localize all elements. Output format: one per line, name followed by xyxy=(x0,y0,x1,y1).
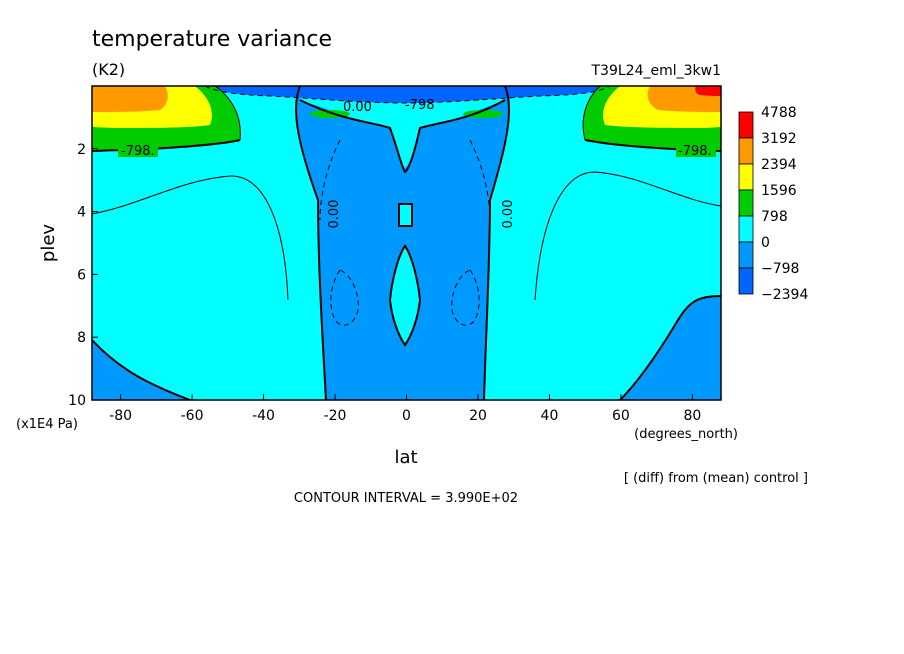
y-tick-label-2: 6 xyxy=(77,267,86,283)
colorbar-swatch-2 xyxy=(738,163,754,191)
x-axis: -80 -60 -40 -20 0 20 40 60 80 xyxy=(109,394,701,424)
x-tick-label-4: 0 xyxy=(402,408,411,424)
chart-title: temperature variance xyxy=(92,27,332,52)
contour-label-4: 0.00 xyxy=(327,200,342,229)
y-tick-label-1: 4 xyxy=(77,205,86,221)
colorbar-swatch-5 xyxy=(738,241,754,269)
green-eye-right xyxy=(463,110,503,118)
contour-label-6: -798. xyxy=(678,144,712,159)
y-axis-units: (x1E4 Pa) xyxy=(16,417,78,432)
x-tick-label-8: 80 xyxy=(683,408,701,424)
y-axis-label: plev xyxy=(38,224,59,263)
colorbar-label-2: 2394 xyxy=(761,157,797,173)
colorbar-label-7: −2394 xyxy=(761,287,808,303)
center-cyan-slot xyxy=(399,204,412,226)
colorbar-label-4: 798 xyxy=(761,209,788,225)
x-tick-label-7: 60 xyxy=(612,408,630,424)
colorbar-swatch-3 xyxy=(738,189,754,217)
chart-units: (K2) xyxy=(92,60,125,79)
center-cyan-stem xyxy=(300,86,505,172)
contour-label-2: 0.00 xyxy=(343,100,372,115)
y-tick-label-3: 8 xyxy=(77,330,86,346)
bottom-left-blue xyxy=(92,340,190,400)
x-tick-label-0: -80 xyxy=(109,408,132,424)
colorbar-label-5: 0 xyxy=(761,235,770,251)
contour-field: -798. 0.00 -798 0.00 0.00 -798. xyxy=(92,86,721,400)
left-orange xyxy=(92,86,168,112)
x-tick-label-5: 20 xyxy=(469,408,487,424)
colorbar-label-3: 1596 xyxy=(761,183,797,199)
x-tick-label-2: -40 xyxy=(252,408,275,424)
contour-label-5: 0.00 xyxy=(501,200,516,229)
colorbar-swatch-4 xyxy=(738,215,754,243)
diff-note: [ (diff) from (mean) control ] xyxy=(624,471,808,486)
colorbar-swatch-1 xyxy=(738,137,754,165)
colorbar-label-0: 4788 xyxy=(761,105,797,121)
center-cyan-oval xyxy=(390,246,420,345)
colorbar-label-1: 3192 xyxy=(761,131,797,147)
left-cyan-region xyxy=(92,86,326,400)
contour-label-1: -798. xyxy=(121,144,155,159)
x-tick-label-6: 40 xyxy=(541,408,559,424)
x-tick-label-1: -60 xyxy=(181,408,204,424)
y-tick-label-4: 10 xyxy=(68,393,86,409)
bottom-right-blue xyxy=(620,296,721,400)
contour-label-3: -798 xyxy=(405,98,435,113)
colorbar-swatch-0 xyxy=(738,111,754,139)
top-dark-band xyxy=(205,86,610,103)
run-label: T39L24_eml_3kw1 xyxy=(591,63,722,79)
x-axis-units: (degrees_north) xyxy=(634,427,738,442)
y-tick-label-0: 2 xyxy=(77,142,86,158)
contour-interval: CONTOUR INTERVAL = 3.990E+02 xyxy=(294,491,518,506)
colorbar-label-6: −798 xyxy=(761,261,799,277)
right-cyan-region xyxy=(484,86,721,400)
y-axis: 2 4 6 8 10 xyxy=(68,142,98,409)
x-axis-label: lat xyxy=(394,447,417,468)
right-red xyxy=(695,86,721,96)
colorbar-swatch-6 xyxy=(738,267,754,295)
colorbar: 4788 3192 2394 1596 798 0 −798 −2394 xyxy=(738,105,808,303)
x-tick-label-3: -20 xyxy=(324,408,347,424)
